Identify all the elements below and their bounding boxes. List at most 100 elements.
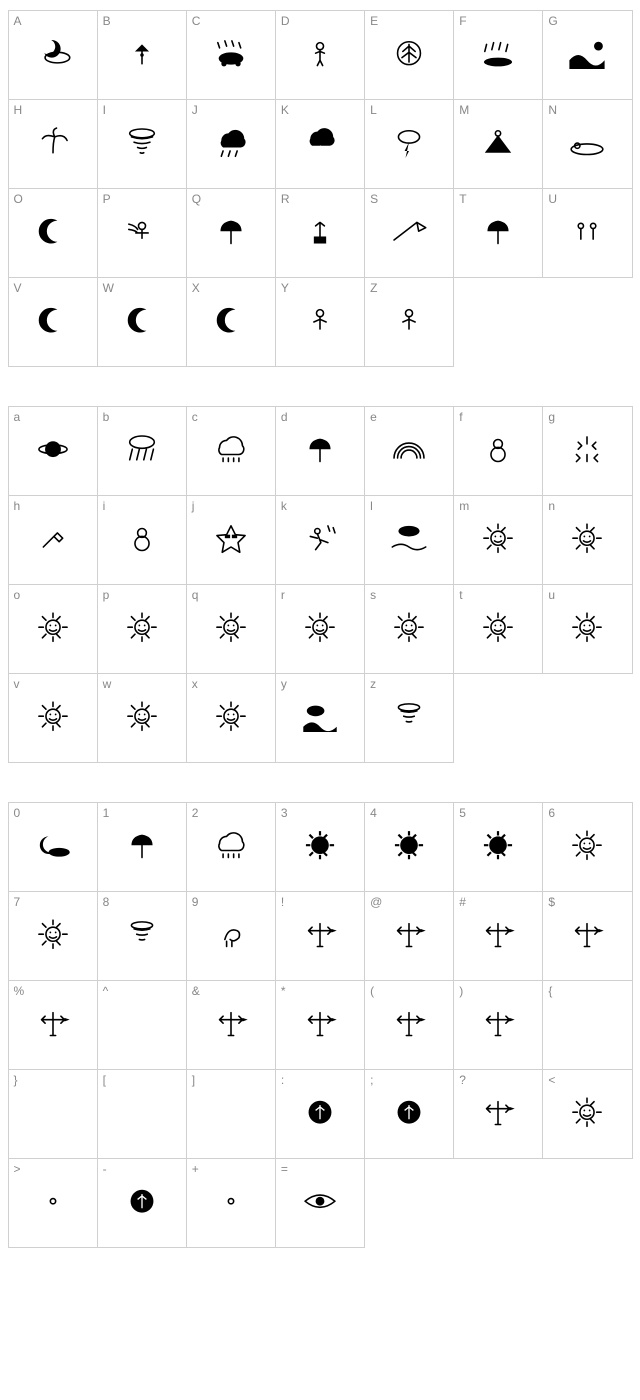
glyph-dot-small — [31, 1183, 75, 1219]
glyph-cell[interactable]: K — [275, 99, 365, 189]
glyph-cell[interactable]: * — [275, 980, 365, 1070]
glyph-cell[interactable]: Y — [275, 277, 365, 367]
glyph-cell[interactable]: c — [186, 406, 276, 496]
glyph-car-rain — [209, 35, 253, 71]
glyph-cell[interactable]: + — [186, 1158, 276, 1248]
glyph-cell[interactable]: 1 — [97, 802, 187, 892]
glyph-cell[interactable]: C — [186, 10, 276, 100]
glyph-cell[interactable]: ) — [453, 980, 543, 1070]
glyph-cell[interactable]: Q — [186, 188, 276, 278]
glyph-cell[interactable]: : — [275, 1069, 365, 1159]
glyph-cell[interactable]: < — [542, 1069, 632, 1159]
glyph-cell[interactable]: P — [97, 188, 187, 278]
glyph-sun-face-3 — [31, 609, 75, 645]
glyph-cell[interactable]: M — [453, 99, 543, 189]
glyph-cell[interactable]: u — [542, 584, 632, 674]
glyph-cell[interactable]: r — [275, 584, 365, 674]
glyph-cell[interactable]: - — [97, 1158, 187, 1248]
glyph-cell[interactable]: ^ — [97, 980, 187, 1070]
glyph-cell[interactable]: 7 — [8, 891, 98, 981]
glyph-cell[interactable]: F — [453, 10, 543, 100]
glyph-cell[interactable]: ] — [186, 1069, 276, 1159]
glyph-cell[interactable]: x — [186, 673, 276, 763]
glyph-cell[interactable]: b — [97, 406, 187, 496]
glyph-cell[interactable]: l — [364, 495, 454, 585]
glyph-cell[interactable]: v — [8, 673, 98, 763]
glyph-cell[interactable]: 0 — [8, 802, 98, 892]
glyph-cell[interactable]: $ — [542, 891, 632, 981]
cell-label: J — [192, 103, 198, 117]
glyph-cell[interactable]: y — [275, 673, 365, 763]
glyph-person-cold — [298, 35, 342, 71]
glyph-cell[interactable]: z — [364, 673, 454, 763]
glyph-cell[interactable]: s — [364, 584, 454, 674]
glyph-cell[interactable]: & — [186, 980, 276, 1070]
glyph-tornado — [120, 124, 164, 160]
glyph-cell[interactable]: V — [8, 277, 98, 367]
glyph-cell[interactable]: Z — [364, 277, 454, 367]
glyph-cell[interactable]: R — [275, 188, 365, 278]
glyph-cell[interactable]: d — [275, 406, 365, 496]
glyph-cell[interactable]: m — [453, 495, 543, 585]
glyph-cell[interactable]: H — [8, 99, 98, 189]
cell-label: e — [370, 410, 377, 424]
glyph-weathervane-2 — [387, 916, 431, 952]
glyph-tree-circle-dark — [298, 1094, 342, 1130]
glyph-cell[interactable]: j — [186, 495, 276, 585]
glyph-cell[interactable]: > — [8, 1158, 98, 1248]
glyph-cell[interactable]: L — [364, 99, 454, 189]
empty-cell — [453, 673, 543, 763]
glyph-sun-face-5 — [209, 609, 253, 645]
glyph-cell[interactable]: ; — [364, 1069, 454, 1159]
glyph-cell[interactable]: 6 — [542, 802, 632, 892]
glyph-cell[interactable]: @ — [364, 891, 454, 981]
glyph-cell[interactable]: 3 — [275, 802, 365, 892]
glyph-cell[interactable]: t — [453, 584, 543, 674]
glyph-cell[interactable]: G — [542, 10, 632, 100]
glyph-cell[interactable]: 9 — [186, 891, 276, 981]
glyph-cell[interactable]: 5 — [453, 802, 543, 892]
glyph-cell[interactable]: I — [97, 99, 187, 189]
glyph-sun-cartoon — [565, 1094, 609, 1130]
glyph-two-people — [565, 213, 609, 249]
glyph-cell[interactable]: } — [8, 1069, 98, 1159]
glyph-cell[interactable]: E — [364, 10, 454, 100]
glyph-cell[interactable]: p — [97, 584, 187, 674]
glyph-cell[interactable]: w — [97, 673, 187, 763]
glyph-cell[interactable]: 2 — [186, 802, 276, 892]
glyph-cell[interactable]: i — [97, 495, 187, 585]
cell-label: L — [370, 103, 377, 117]
glyph-cell[interactable]: f — [453, 406, 543, 496]
glyph-cell[interactable]: B — [97, 10, 187, 100]
glyph-cell[interactable]: o — [8, 584, 98, 674]
glyph-cell[interactable]: O — [8, 188, 98, 278]
glyph-cell[interactable]: n — [542, 495, 632, 585]
glyph-cell[interactable]: ? — [453, 1069, 543, 1159]
glyph-cell[interactable]: T — [453, 188, 543, 278]
glyph-cell[interactable]: U — [542, 188, 632, 278]
glyph-cell[interactable]: X — [186, 277, 276, 367]
glyph-cell[interactable]: = — [275, 1158, 365, 1248]
glyph-cell[interactable]: W — [97, 277, 187, 367]
glyph-cell[interactable]: e — [364, 406, 454, 496]
glyph-cell[interactable]: A — [8, 10, 98, 100]
glyph-cell[interactable]: 4 — [364, 802, 454, 892]
glyph-cell[interactable]: k — [275, 495, 365, 585]
glyph-cell[interactable]: N — [542, 99, 632, 189]
glyph-cell[interactable]: ! — [275, 891, 365, 981]
glyph-cell[interactable]: S — [364, 188, 454, 278]
glyph-cell[interactable]: ( — [364, 980, 454, 1070]
glyph-cell[interactable]: D — [275, 10, 365, 100]
glyph-cell[interactable]: [ — [97, 1069, 187, 1159]
glyph-run-rain — [298, 520, 342, 556]
glyph-cell[interactable]: 8 — [97, 891, 187, 981]
glyph-cell[interactable]: # — [453, 891, 543, 981]
glyph-cell[interactable]: % — [8, 980, 98, 1070]
glyph-cell[interactable]: h — [8, 495, 98, 585]
glyph-tornado-outline — [120, 916, 164, 952]
glyph-cell[interactable]: J — [186, 99, 276, 189]
glyph-cell[interactable]: g — [542, 406, 632, 496]
glyph-cell[interactable]: { — [542, 980, 632, 1070]
glyph-cell[interactable]: a — [8, 406, 98, 496]
glyph-cell[interactable]: q — [186, 584, 276, 674]
